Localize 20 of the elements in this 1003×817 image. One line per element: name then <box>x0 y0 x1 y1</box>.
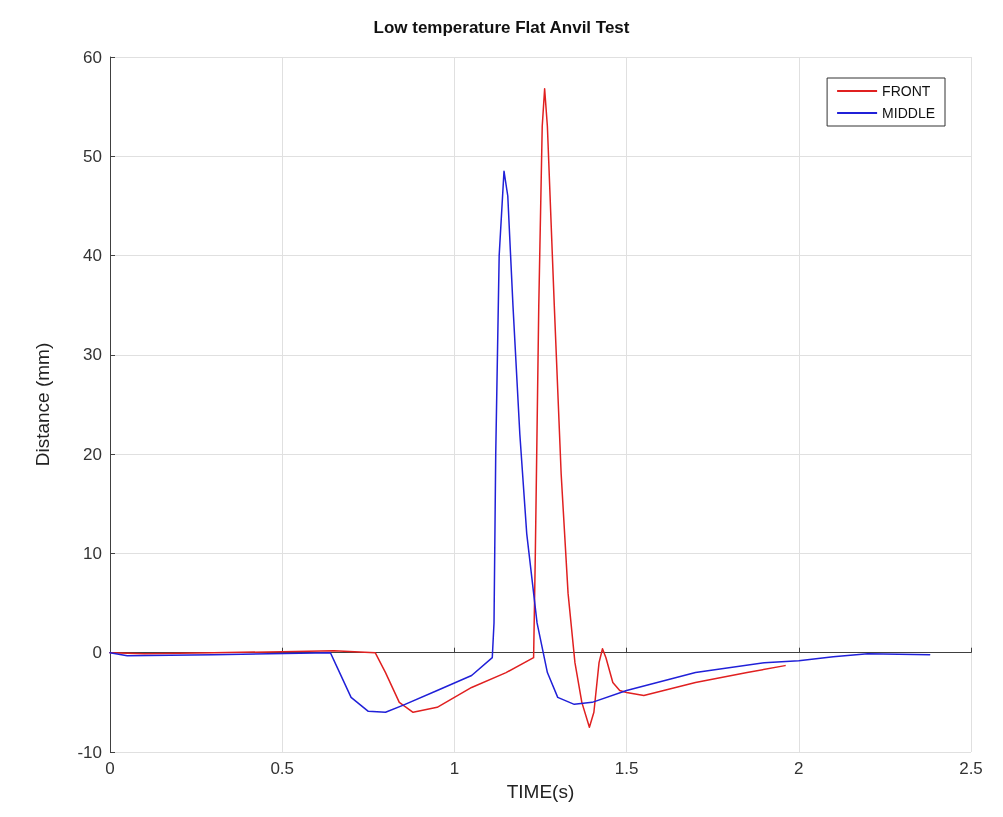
x-tick-label: 0 <box>105 759 115 778</box>
y-tick-label: 0 <box>92 643 102 663</box>
x-tick-label: 0.5 <box>270 759 295 778</box>
y-tick-label: 30 <box>83 345 102 365</box>
x-tick-label: 1 <box>449 759 460 778</box>
y-tick-label: 40 <box>83 246 102 266</box>
y-tick-label: 10 <box>83 543 102 563</box>
y-tick-label: 20 <box>83 444 102 464</box>
y-tick-label: 50 <box>83 146 102 166</box>
x-axis-title: TIME(s) <box>506 781 575 802</box>
y-tick-label: 60 <box>83 47 102 67</box>
chart-title: Low temperature Flat Anvil Test <box>373 18 630 37</box>
line-series <box>109 170 931 714</box>
y-tick-label: -10 <box>77 742 102 762</box>
y-axis-title: Distance (mm) <box>32 342 53 467</box>
x-tick-label: 1.5 <box>614 759 639 778</box>
x-tick-label: 2.5 <box>959 759 983 778</box>
x-tick-label: 2 <box>794 759 804 778</box>
legend-label: MIDDLE <box>882 105 936 121</box>
legend-label: FRONT <box>882 83 931 99</box>
